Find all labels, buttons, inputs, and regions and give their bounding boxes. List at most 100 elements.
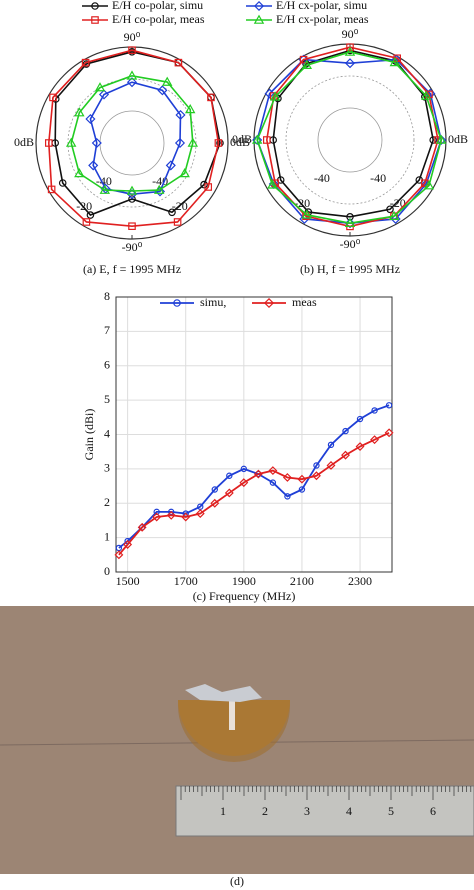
marker: [99, 184, 111, 194]
marker: [165, 160, 176, 171]
marker: [204, 183, 213, 191]
marker: [390, 213, 401, 225]
polar-line: [256, 51, 443, 225]
solder: [185, 684, 262, 702]
marker: [388, 210, 400, 221]
marker: [226, 472, 233, 479]
marker: [181, 512, 191, 522]
x-tick-label: 2300: [348, 574, 372, 588]
marker: [371, 407, 378, 414]
legend-marker: [253, 0, 265, 12]
marker: [385, 402, 393, 409]
marker: [269, 479, 277, 486]
r-tick-label: -40: [314, 171, 330, 185]
ruler: [175, 785, 474, 837]
marker: [301, 209, 313, 219]
marker: [356, 415, 364, 423]
ruler-ticks: 1 2 3 4 5 6: [180, 786, 472, 818]
legend-label: E/H cx-polar, meas: [276, 12, 369, 26]
marker: [341, 450, 350, 460]
marker: [137, 522, 147, 532]
antenna-edge: [178, 700, 290, 762]
marker: [81, 58, 90, 67]
marker: [342, 427, 349, 435]
antenna-slot: [229, 700, 235, 730]
marker: [179, 167, 190, 178]
marker: [195, 509, 205, 519]
marker: [252, 134, 263, 146]
legend-label: E/H co-polar, meas: [112, 12, 205, 26]
x-tick-label: 1700: [174, 574, 198, 588]
marker: [210, 498, 220, 508]
y-tick-label: 6: [104, 358, 110, 372]
marker: [312, 471, 321, 481]
marker: [207, 93, 215, 102]
x-axis-label: (c) Frequency (MHz): [193, 589, 296, 603]
marker: [435, 134, 447, 144]
marker: [184, 103, 196, 114]
ruler-label: 6: [430, 804, 436, 818]
ruler-label: 1: [220, 804, 226, 818]
marker: [175, 109, 186, 121]
marker: [200, 180, 208, 189]
y-tick-label: 0: [104, 564, 110, 578]
polar-line: [70, 74, 194, 192]
plot-frame: [115, 296, 393, 573]
marker: [126, 185, 138, 195]
marker: [251, 134, 263, 144]
marker: [187, 137, 199, 147]
marker: [327, 441, 335, 449]
legend-label: meas: [292, 295, 317, 309]
marker: [214, 139, 223, 147]
r-tick-label: 0dB: [448, 132, 468, 146]
marker: [355, 442, 365, 451]
legend-marker: [253, 14, 265, 24]
marker: [282, 473, 292, 482]
marker: [114, 550, 124, 560]
marker: [346, 43, 354, 52]
marker: [344, 218, 356, 229]
caption: (a) E, f = 1995 MHz: [83, 262, 181, 276]
y-tick-label: 3: [104, 461, 110, 475]
ruler-label: 5: [388, 804, 394, 818]
marker: [423, 180, 435, 190]
caption: (d): [230, 874, 244, 888]
r-tick-label: 0dB: [232, 132, 252, 146]
marker: [157, 85, 168, 96]
ring: [285, 75, 415, 205]
marker: [253, 469, 263, 479]
marker: [47, 185, 56, 194]
marker: [344, 58, 356, 69]
marker: [263, 136, 271, 144]
legend-marker: [173, 299, 181, 307]
marker: [344, 217, 356, 227]
marker: [123, 540, 133, 549]
ring: [99, 110, 165, 176]
marker: [326, 460, 336, 470]
marker: [166, 510, 176, 520]
y-tick-label: 8: [104, 289, 110, 303]
marker: [298, 486, 306, 493]
legend-label: E/H co-polar, simu: [112, 0, 203, 12]
marker: [128, 222, 136, 231]
marker: [344, 46, 356, 56]
y-tick-label: 7: [104, 323, 110, 337]
marker: [94, 82, 106, 92]
r-tick-label: 0dB: [14, 135, 34, 149]
x-tick-label: 2100: [290, 574, 314, 588]
angle-tick-label: 90⁰: [124, 30, 141, 44]
marker: [128, 195, 136, 203]
marker: [86, 211, 95, 219]
marker: [74, 107, 85, 117]
marker: [268, 466, 278, 476]
y-tick-label: 2: [104, 495, 110, 509]
r-tick-label: -40: [152, 174, 168, 188]
marker: [211, 486, 218, 493]
ring: [253, 43, 447, 237]
legend-marker: [263, 297, 275, 309]
marker: [82, 218, 91, 226]
marker: [174, 137, 186, 149]
marker: [224, 488, 234, 498]
x-tick-label: 1500: [116, 574, 140, 588]
marker: [299, 55, 308, 64]
